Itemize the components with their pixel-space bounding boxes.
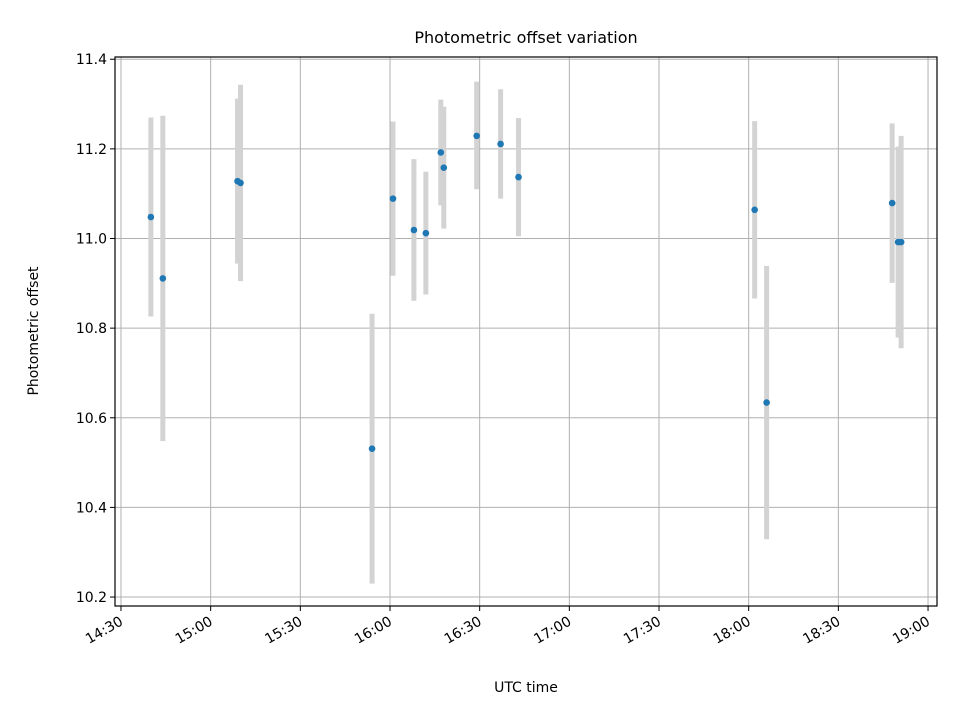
data-point <box>147 213 155 221</box>
grid-layer <box>115 57 937 606</box>
y-axis-ticks: 10.2 10.4 10.6 10.8 11.0 11.2 11.4 <box>76 52 115 606</box>
x-axis-ticks: 14:30 15:00 15:30 16:00 16:30 17:00 17:30 18:00… <box>83 606 933 648</box>
x-tick-label: 17:30 <box>621 614 664 648</box>
data-point <box>440 164 448 171</box>
y-tick-label: 11.0 <box>76 232 107 248</box>
data-point <box>422 229 430 237</box>
y-axis-label: Photometric offset <box>26 266 42 396</box>
data-point <box>515 173 522 181</box>
point-layer <box>147 132 905 452</box>
data-point <box>389 195 397 202</box>
x-tick-label: 16:30 <box>442 614 485 648</box>
x-tick-label: 15:30 <box>262 614 305 648</box>
y-tick-label: 10.8 <box>76 321 107 337</box>
data-point <box>237 179 244 187</box>
x-tick-label: 18:00 <box>711 614 754 648</box>
y-tick-label: 11.4 <box>76 52 107 68</box>
x-tick-label: 17:00 <box>531 614 574 648</box>
x-tick-label: 18:30 <box>800 614 843 648</box>
x-axis-label: UTC time <box>494 680 558 696</box>
data-point <box>751 206 758 214</box>
data-point <box>763 399 770 406</box>
plot-frame <box>114 56 938 607</box>
data-point <box>897 238 905 246</box>
x-tick-label: 14:30 <box>83 614 126 648</box>
y-tick-label: 10.4 <box>76 500 107 516</box>
data-point <box>888 199 896 207</box>
data-point <box>473 132 480 140</box>
data-point <box>368 445 376 452</box>
data-point <box>497 140 504 148</box>
y-tick-label: 10.2 <box>76 590 107 606</box>
y-tick-label: 10.6 <box>76 411 107 427</box>
data-point <box>410 226 418 234</box>
data-point <box>437 149 445 156</box>
y-tick-label: 11.2 <box>76 142 107 158</box>
x-tick-label: 15:00 <box>173 614 216 648</box>
x-tick-label: 16:00 <box>352 614 395 648</box>
data-point <box>159 275 167 282</box>
x-tick-label: 19:00 <box>890 614 933 648</box>
chart-title: Photometric offset variation <box>414 28 637 47</box>
